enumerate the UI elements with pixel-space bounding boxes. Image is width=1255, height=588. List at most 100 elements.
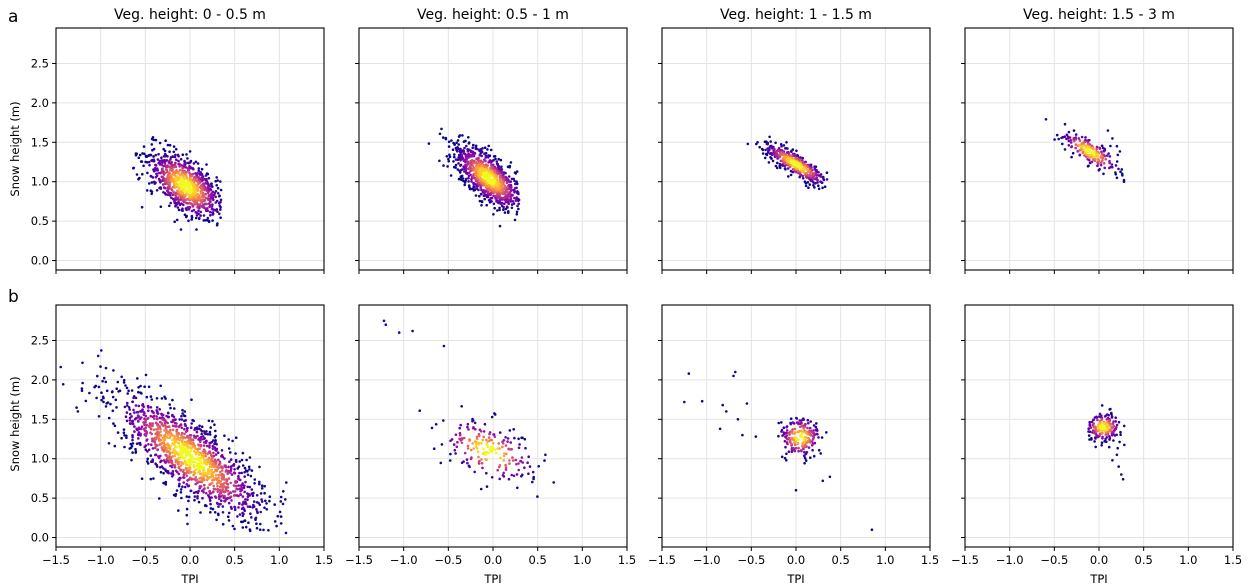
data-point: [224, 470, 228, 473]
data-point: [455, 445, 459, 449]
data-point: [790, 150, 793, 153]
data-point: [260, 487, 264, 490]
data-point: [478, 459, 481, 463]
data-point: [151, 437, 154, 441]
data-point: [411, 329, 414, 333]
data-point: [482, 435, 486, 439]
data-point: [510, 177, 514, 181]
data-point: [217, 473, 220, 477]
data-point: [797, 165, 801, 168]
data-point: [80, 389, 84, 393]
data-point: [176, 196, 180, 199]
data-point: [490, 200, 493, 203]
data-point: [179, 178, 183, 182]
data-point: [211, 472, 214, 475]
data-point: [515, 196, 519, 199]
y-tick-label: 1.0: [31, 452, 49, 466]
data-point: [789, 417, 793, 421]
data-point: [205, 492, 208, 495]
data-point: [122, 378, 126, 382]
data-point: [467, 171, 471, 175]
data-point: [187, 219, 190, 223]
data-point: [160, 156, 163, 159]
data-point: [147, 160, 151, 164]
data-point: [240, 471, 243, 475]
data-point: [496, 171, 499, 175]
data-point: [156, 448, 159, 451]
data-point: [141, 172, 144, 176]
data-point: [181, 186, 184, 189]
data-point: [1091, 151, 1094, 154]
data-point: [111, 409, 115, 413]
data-point: [480, 188, 483, 192]
data-point: [112, 369, 115, 372]
data-point: [137, 404, 141, 408]
data-point: [802, 426, 805, 430]
data-point: [192, 491, 196, 495]
data-point: [1084, 136, 1087, 139]
data-point: [215, 518, 218, 522]
data-point: [1067, 144, 1071, 147]
data-point: [798, 425, 802, 429]
data-point: [219, 483, 223, 486]
data-point: [175, 446, 178, 449]
data-point: [524, 446, 527, 450]
data-point: [498, 224, 502, 228]
data-point: [135, 173, 139, 176]
data-point: [432, 447, 436, 451]
data-point: [153, 166, 157, 170]
data-point: [140, 416, 143, 419]
data-point: [186, 522, 189, 526]
data-point: [200, 425, 204, 429]
data-point: [212, 484, 215, 488]
data-point: [512, 202, 516, 205]
data-point: [457, 177, 461, 181]
y-tick-label: 2.0: [31, 373, 49, 387]
data-point: [214, 495, 217, 498]
data-point: [229, 467, 233, 471]
data-point: [239, 490, 242, 493]
data-point: [147, 385, 151, 389]
data-point: [471, 146, 475, 150]
data-point: [1072, 139, 1076, 143]
data-point: [164, 424, 167, 427]
data-point: [519, 459, 522, 463]
data-point: [147, 443, 150, 446]
data-point: [127, 406, 131, 409]
data-point: [490, 196, 494, 200]
data-point: [480, 200, 484, 203]
data-point: [507, 210, 510, 213]
data-point: [802, 438, 805, 441]
data-point: [463, 183, 467, 187]
data-point: [217, 505, 220, 508]
data-point: [234, 481, 237, 484]
data-point: [506, 165, 510, 169]
data-point: [202, 444, 206, 447]
data-point: [217, 201, 221, 205]
data-point: [1120, 168, 1124, 171]
data-point: [217, 463, 221, 467]
data-point: [430, 426, 434, 430]
data-point: [189, 166, 192, 170]
data-point: [146, 457, 149, 461]
data-point: [128, 419, 132, 422]
data-point: [438, 132, 442, 136]
data-point: [130, 389, 134, 392]
data-point: [1087, 427, 1091, 430]
data-point: [1089, 426, 1093, 429]
data-point: [196, 495, 199, 498]
data-point: [1063, 122, 1067, 126]
data-point: [246, 473, 250, 477]
data-point: [219, 180, 222, 183]
data-point: [154, 443, 157, 446]
data-point: [183, 485, 187, 489]
data-point: [152, 428, 156, 432]
data-point: [806, 418, 810, 422]
data-point: [397, 331, 401, 334]
y-tick-label: 0.5: [31, 214, 49, 228]
data-point: [193, 457, 196, 461]
data-point: [466, 444, 470, 448]
data-point: [1088, 143, 1092, 146]
data-point: [163, 149, 167, 153]
